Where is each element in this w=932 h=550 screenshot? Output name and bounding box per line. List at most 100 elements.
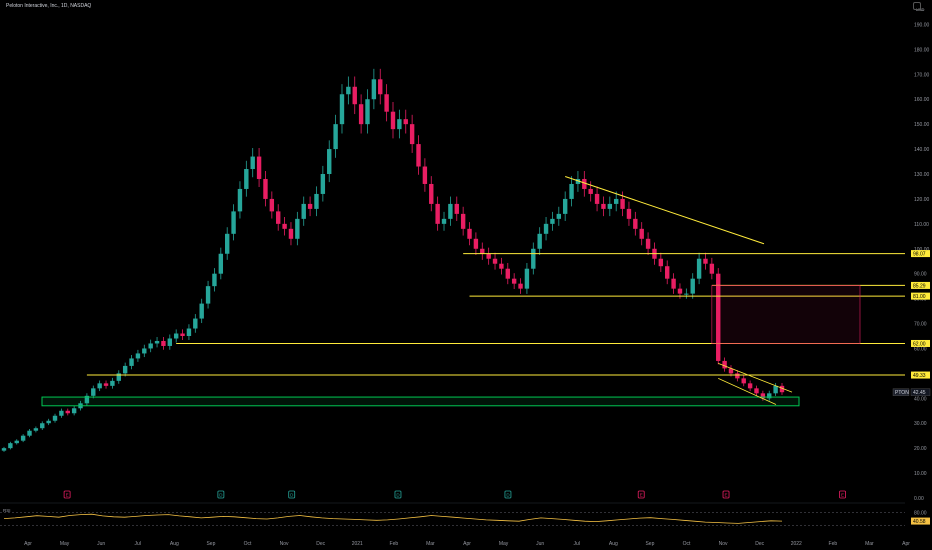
- time-tick-label: May: [499, 541, 509, 547]
- candle-body: [46, 420, 51, 424]
- candle-body: [594, 193, 600, 204]
- candle-body: [760, 393, 766, 399]
- candle-body: [403, 119, 408, 125]
- event-marker-label: E: [725, 493, 728, 498]
- time-tick-label: Aug: [170, 541, 179, 547]
- event-marker-icon[interactable]: [839, 490, 846, 499]
- price-tag-label: 62.00: [913, 341, 926, 347]
- candle-body: [671, 278, 676, 289]
- candle-body: [371, 79, 377, 100]
- support-zone-box[interactable]: [41, 396, 800, 407]
- candle-body: [352, 86, 357, 105]
- candle-body: [511, 278, 517, 284]
- time-tick-label: Jun: [97, 541, 105, 547]
- candle-body: [537, 233, 542, 249]
- candle-body: [110, 380, 115, 386]
- candle-body: [148, 343, 153, 349]
- event-marker-icon[interactable]: [722, 490, 730, 499]
- candle-body: [237, 188, 243, 212]
- candle-body: [422, 166, 428, 184]
- rsi-value-label: 40.58: [913, 519, 926, 525]
- price-tick-label: 130.00: [914, 172, 930, 178]
- symbol-title: Peloton Interactive, Inc., 1D, NASDAQ: [6, 3, 92, 9]
- event-marker-icon[interactable]: [504, 490, 512, 499]
- settings-icon[interactable]: [913, 2, 921, 10]
- time-tick-label: Apr: [902, 541, 910, 547]
- candle-body: [779, 385, 785, 393]
- price-tag: [911, 250, 930, 258]
- candle-body: [441, 218, 447, 224]
- price-tags: 98.07 85.29 81.00 62.00 49.33 PTON 42.45: [892, 250, 931, 396]
- candle-body: [40, 423, 45, 429]
- event-marker-icon[interactable]: [637, 490, 645, 499]
- candle-body: [620, 198, 625, 209]
- candle-body: [550, 218, 555, 224]
- candle-body: [180, 333, 185, 336]
- candle-body: [59, 410, 64, 416]
- event-marker-icon[interactable]: [394, 490, 402, 499]
- price-tick-label: 70.00: [914, 322, 927, 328]
- candle-body: [562, 198, 568, 214]
- candle-body: [129, 358, 134, 366]
- candle-body: [767, 393, 772, 399]
- rsi-line: [3, 513, 783, 524]
- candle-body: [741, 378, 746, 384]
- event-marker-icon[interactable]: [63, 490, 71, 499]
- candle-body: [735, 373, 740, 379]
- candle-body: [480, 248, 485, 254]
- time-tick-label: Nov: [719, 541, 728, 547]
- candle-body: [282, 223, 287, 229]
- candle-body: [97, 383, 102, 389]
- candle-body: [709, 263, 715, 274]
- candle-body: [358, 104, 364, 125]
- trendline[interactable]: [565, 176, 765, 245]
- price-tick-label: 120.00: [914, 197, 930, 203]
- time-tick-label: Feb: [829, 541, 838, 547]
- candle-body: [524, 268, 530, 289]
- price-tick-label: 140.00: [914, 147, 930, 153]
- candle-body: [626, 208, 632, 219]
- candle-body: [633, 218, 638, 229]
- candle-body: [435, 203, 440, 224]
- price-tag-label: 81.00: [913, 294, 926, 300]
- candle-body: [14, 440, 19, 444]
- price-tag: [911, 292, 930, 300]
- price-tick-label: 40.00: [914, 396, 927, 402]
- price-tick-label: 160.00: [914, 97, 930, 103]
- time-axis: Apr May Jun Jul Aug Sep Oct Nov Dec 2021 Feb Mar Apr…: [24, 541, 910, 547]
- candle-body: [256, 156, 262, 179]
- time-tick-label: Jun: [536, 541, 544, 547]
- price-tick-label: 100.00: [914, 247, 930, 253]
- candle-body: [193, 318, 198, 329]
- current-price-label: 42.45: [913, 390, 926, 396]
- candle-body: [467, 228, 472, 239]
- time-tick-label: May: [60, 541, 70, 547]
- candle-body: [365, 99, 370, 125]
- candle-body: [250, 156, 255, 170]
- candles: [1, 68, 785, 452]
- time-tick-label: 2021: [352, 541, 363, 547]
- candle-body: [384, 94, 389, 112]
- candle-body: [199, 303, 204, 319]
- time-tick-label: Dec: [316, 541, 325, 547]
- price-tick-label: 20.00: [914, 446, 927, 452]
- candle-body: [677, 288, 683, 294]
- event-marker-icon[interactable]: [288, 490, 296, 499]
- time-tick-label: Jul: [135, 541, 141, 547]
- candle-body: [212, 273, 217, 287]
- candle-body: [460, 213, 466, 229]
- ticker-tag: [892, 388, 910, 396]
- wedge-line[interactable]: [718, 378, 777, 405]
- price-tick-label: 10.00: [914, 471, 927, 477]
- wedge-line[interactable]: [718, 363, 793, 393]
- candle-body: [20, 435, 26, 441]
- candle-body: [409, 124, 415, 145]
- price-tag: [911, 371, 930, 379]
- candle-body: [295, 218, 300, 239]
- gap-zone-box[interactable]: [711, 285, 861, 344]
- event-marker-icon[interactable]: [217, 490, 225, 499]
- candle-body: [84, 395, 90, 404]
- price-tick-label: 0.00: [914, 496, 924, 502]
- current-price-tag: [910, 388, 931, 396]
